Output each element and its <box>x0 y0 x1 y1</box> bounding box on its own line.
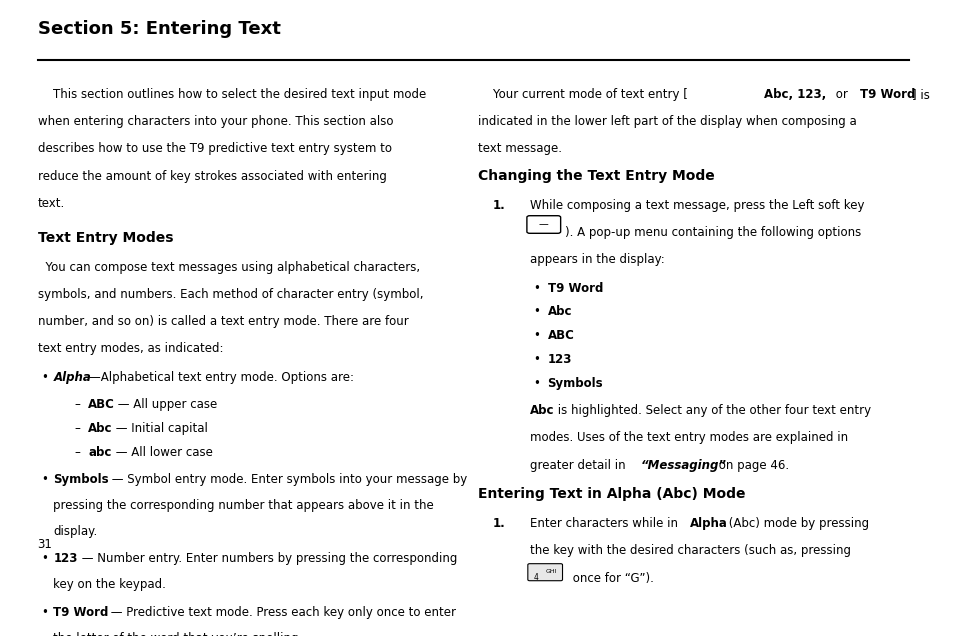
Text: T9 Word: T9 Word <box>547 282 602 294</box>
Text: the key with the desired characters (such as, pressing: the key with the desired characters (suc… <box>529 544 850 557</box>
Text: or: or <box>831 88 850 101</box>
Text: Abc: Abc <box>88 422 112 435</box>
Text: describes how to use the T9 predictive text entry system to: describes how to use the T9 predictive t… <box>37 142 391 155</box>
Text: •: • <box>534 329 544 342</box>
Text: •: • <box>534 353 544 366</box>
Text: •: • <box>42 605 52 619</box>
Text: •: • <box>42 552 52 565</box>
FancyBboxPatch shape <box>527 563 562 581</box>
Text: GHI: GHI <box>544 569 557 574</box>
Text: Entering Text in Alpha (Abc) Mode: Entering Text in Alpha (Abc) Mode <box>477 487 745 501</box>
Text: T9 Word: T9 Word <box>859 88 914 101</box>
Text: once for “G”).: once for “G”). <box>569 572 653 585</box>
Text: text.: text. <box>37 197 65 210</box>
Text: Symbols: Symbols <box>53 473 109 486</box>
Text: — Symbol entry mode. Enter symbols into your message by: — Symbol entry mode. Enter symbols into … <box>108 473 467 486</box>
Text: pressing the corresponding number that appears above it in the: pressing the corresponding number that a… <box>53 499 434 512</box>
Text: key on the keypad.: key on the keypad. <box>53 579 166 591</box>
Text: indicated in the lower left part of the display when composing a: indicated in the lower left part of the … <box>477 115 856 128</box>
Text: –: – <box>75 398 85 411</box>
Text: symbols, and numbers. Each method of character entry (symbol,: symbols, and numbers. Each method of cha… <box>37 288 422 301</box>
Text: when entering characters into your phone. This section also: when entering characters into your phone… <box>37 115 393 128</box>
Text: ] is: ] is <box>911 88 929 101</box>
Text: Abc: Abc <box>529 404 554 417</box>
Text: the letter of the word that you’re spelling.: the letter of the word that you’re spell… <box>53 632 302 636</box>
Text: Symbols: Symbols <box>547 377 602 390</box>
Text: greater detail in: greater detail in <box>529 459 628 472</box>
Text: This section outlines how to select the desired text input mode: This section outlines how to select the … <box>37 88 425 101</box>
Text: •: • <box>534 377 544 390</box>
Text: is highlighted. Select any of the other four text entry: is highlighted. Select any of the other … <box>554 404 870 417</box>
Text: –: – <box>75 422 85 435</box>
Text: T9 Word: T9 Word <box>53 605 109 619</box>
FancyBboxPatch shape <box>526 216 560 233</box>
Text: — Number entry. Enter numbers by pressing the corresponding: — Number entry. Enter numbers by pressin… <box>78 552 456 565</box>
Text: 1.: 1. <box>492 516 504 530</box>
Text: Abc, 123,: Abc, 123, <box>763 88 825 101</box>
Text: (Abc) mode by pressing: (Abc) mode by pressing <box>724 516 868 530</box>
Text: •: • <box>42 473 52 486</box>
Text: reduce the amount of key strokes associated with entering: reduce the amount of key strokes associa… <box>37 170 386 183</box>
Text: Alpha: Alpha <box>53 371 91 384</box>
Text: •: • <box>42 371 52 384</box>
Text: — All upper case: — All upper case <box>114 398 217 411</box>
Text: •: • <box>534 282 544 294</box>
Text: Section 5: Entering Text: Section 5: Entering Text <box>37 20 280 38</box>
Text: number, and so on) is called a text entry mode. There are four: number, and so on) is called a text entr… <box>37 315 408 328</box>
Text: —: — <box>538 219 548 229</box>
Text: abc: abc <box>88 446 112 459</box>
Text: Your current mode of text entry [: Your current mode of text entry [ <box>477 88 687 101</box>
Text: — All lower case: — All lower case <box>112 446 213 459</box>
Text: –: – <box>75 446 85 459</box>
Text: — Predictive text mode. Press each key only once to enter: — Predictive text mode. Press each key o… <box>107 605 456 619</box>
Text: modes. Uses of the text entry modes are explained in: modes. Uses of the text entry modes are … <box>529 431 847 445</box>
Text: —Alphabetical text entry mode. Options are:: —Alphabetical text entry mode. Options a… <box>89 371 354 384</box>
Text: 123: 123 <box>547 353 571 366</box>
Text: appears in the display:: appears in the display: <box>529 253 663 266</box>
Text: 4: 4 <box>534 573 538 583</box>
Text: Text Entry Modes: Text Entry Modes <box>37 231 172 245</box>
Text: display.: display. <box>53 525 97 538</box>
Text: Enter characters while in: Enter characters while in <box>529 516 680 530</box>
Text: — Initial capital: — Initial capital <box>112 422 207 435</box>
Text: 1.: 1. <box>492 198 504 212</box>
Text: While composing a text message, press the Left soft key: While composing a text message, press th… <box>529 198 863 212</box>
Text: 123: 123 <box>53 552 78 565</box>
Text: Alpha: Alpha <box>689 516 727 530</box>
Text: Abc: Abc <box>547 305 572 319</box>
Text: 31: 31 <box>37 537 52 551</box>
Text: ABC: ABC <box>547 329 574 342</box>
Text: ABC: ABC <box>88 398 115 411</box>
Text: “Messaging”: “Messaging” <box>639 459 725 472</box>
Text: text entry modes, as indicated:: text entry modes, as indicated: <box>37 342 223 356</box>
Text: on page 46.: on page 46. <box>715 459 789 472</box>
Text: •: • <box>534 305 544 319</box>
Text: Changing the Text Entry Mode: Changing the Text Entry Mode <box>477 169 714 183</box>
Text: You can compose text messages using alphabetical characters,: You can compose text messages using alph… <box>37 261 419 273</box>
Text: text message.: text message. <box>477 142 561 155</box>
Text: ). A pop-up menu containing the following options: ). A pop-up menu containing the followin… <box>565 226 861 239</box>
